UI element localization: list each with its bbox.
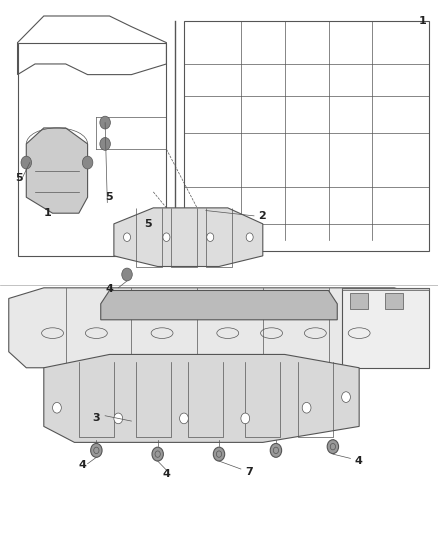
Text: 5: 5	[105, 192, 113, 202]
Text: 4: 4	[355, 456, 363, 466]
Circle shape	[100, 116, 110, 129]
Text: 4: 4	[162, 469, 170, 479]
Circle shape	[180, 413, 188, 424]
Circle shape	[114, 413, 123, 424]
Circle shape	[302, 402, 311, 413]
Circle shape	[100, 138, 110, 150]
Text: 4: 4	[79, 460, 87, 470]
Circle shape	[213, 447, 225, 461]
Text: 5: 5	[15, 173, 23, 183]
Circle shape	[163, 233, 170, 241]
Text: 3: 3	[92, 413, 99, 423]
Text: 2: 2	[258, 211, 266, 221]
Circle shape	[124, 233, 131, 241]
Text: 7: 7	[245, 467, 253, 478]
Circle shape	[270, 443, 282, 457]
Circle shape	[53, 402, 61, 413]
Text: 5: 5	[145, 219, 152, 229]
FancyBboxPatch shape	[385, 293, 403, 309]
Circle shape	[82, 156, 93, 169]
Circle shape	[246, 233, 253, 241]
Circle shape	[241, 413, 250, 424]
Polygon shape	[342, 288, 429, 290]
Circle shape	[21, 156, 32, 169]
FancyBboxPatch shape	[350, 293, 368, 309]
Circle shape	[122, 268, 132, 281]
Text: 1: 1	[44, 208, 52, 218]
Polygon shape	[26, 128, 88, 213]
Text: 1: 1	[418, 16, 426, 26]
Polygon shape	[342, 288, 429, 368]
Polygon shape	[44, 354, 359, 442]
Circle shape	[342, 392, 350, 402]
Circle shape	[327, 440, 339, 454]
Circle shape	[207, 233, 214, 241]
Polygon shape	[101, 290, 337, 320]
Circle shape	[91, 443, 102, 457]
Text: 4: 4	[105, 284, 113, 294]
Polygon shape	[9, 288, 429, 368]
Polygon shape	[114, 208, 263, 266]
Circle shape	[152, 447, 163, 461]
